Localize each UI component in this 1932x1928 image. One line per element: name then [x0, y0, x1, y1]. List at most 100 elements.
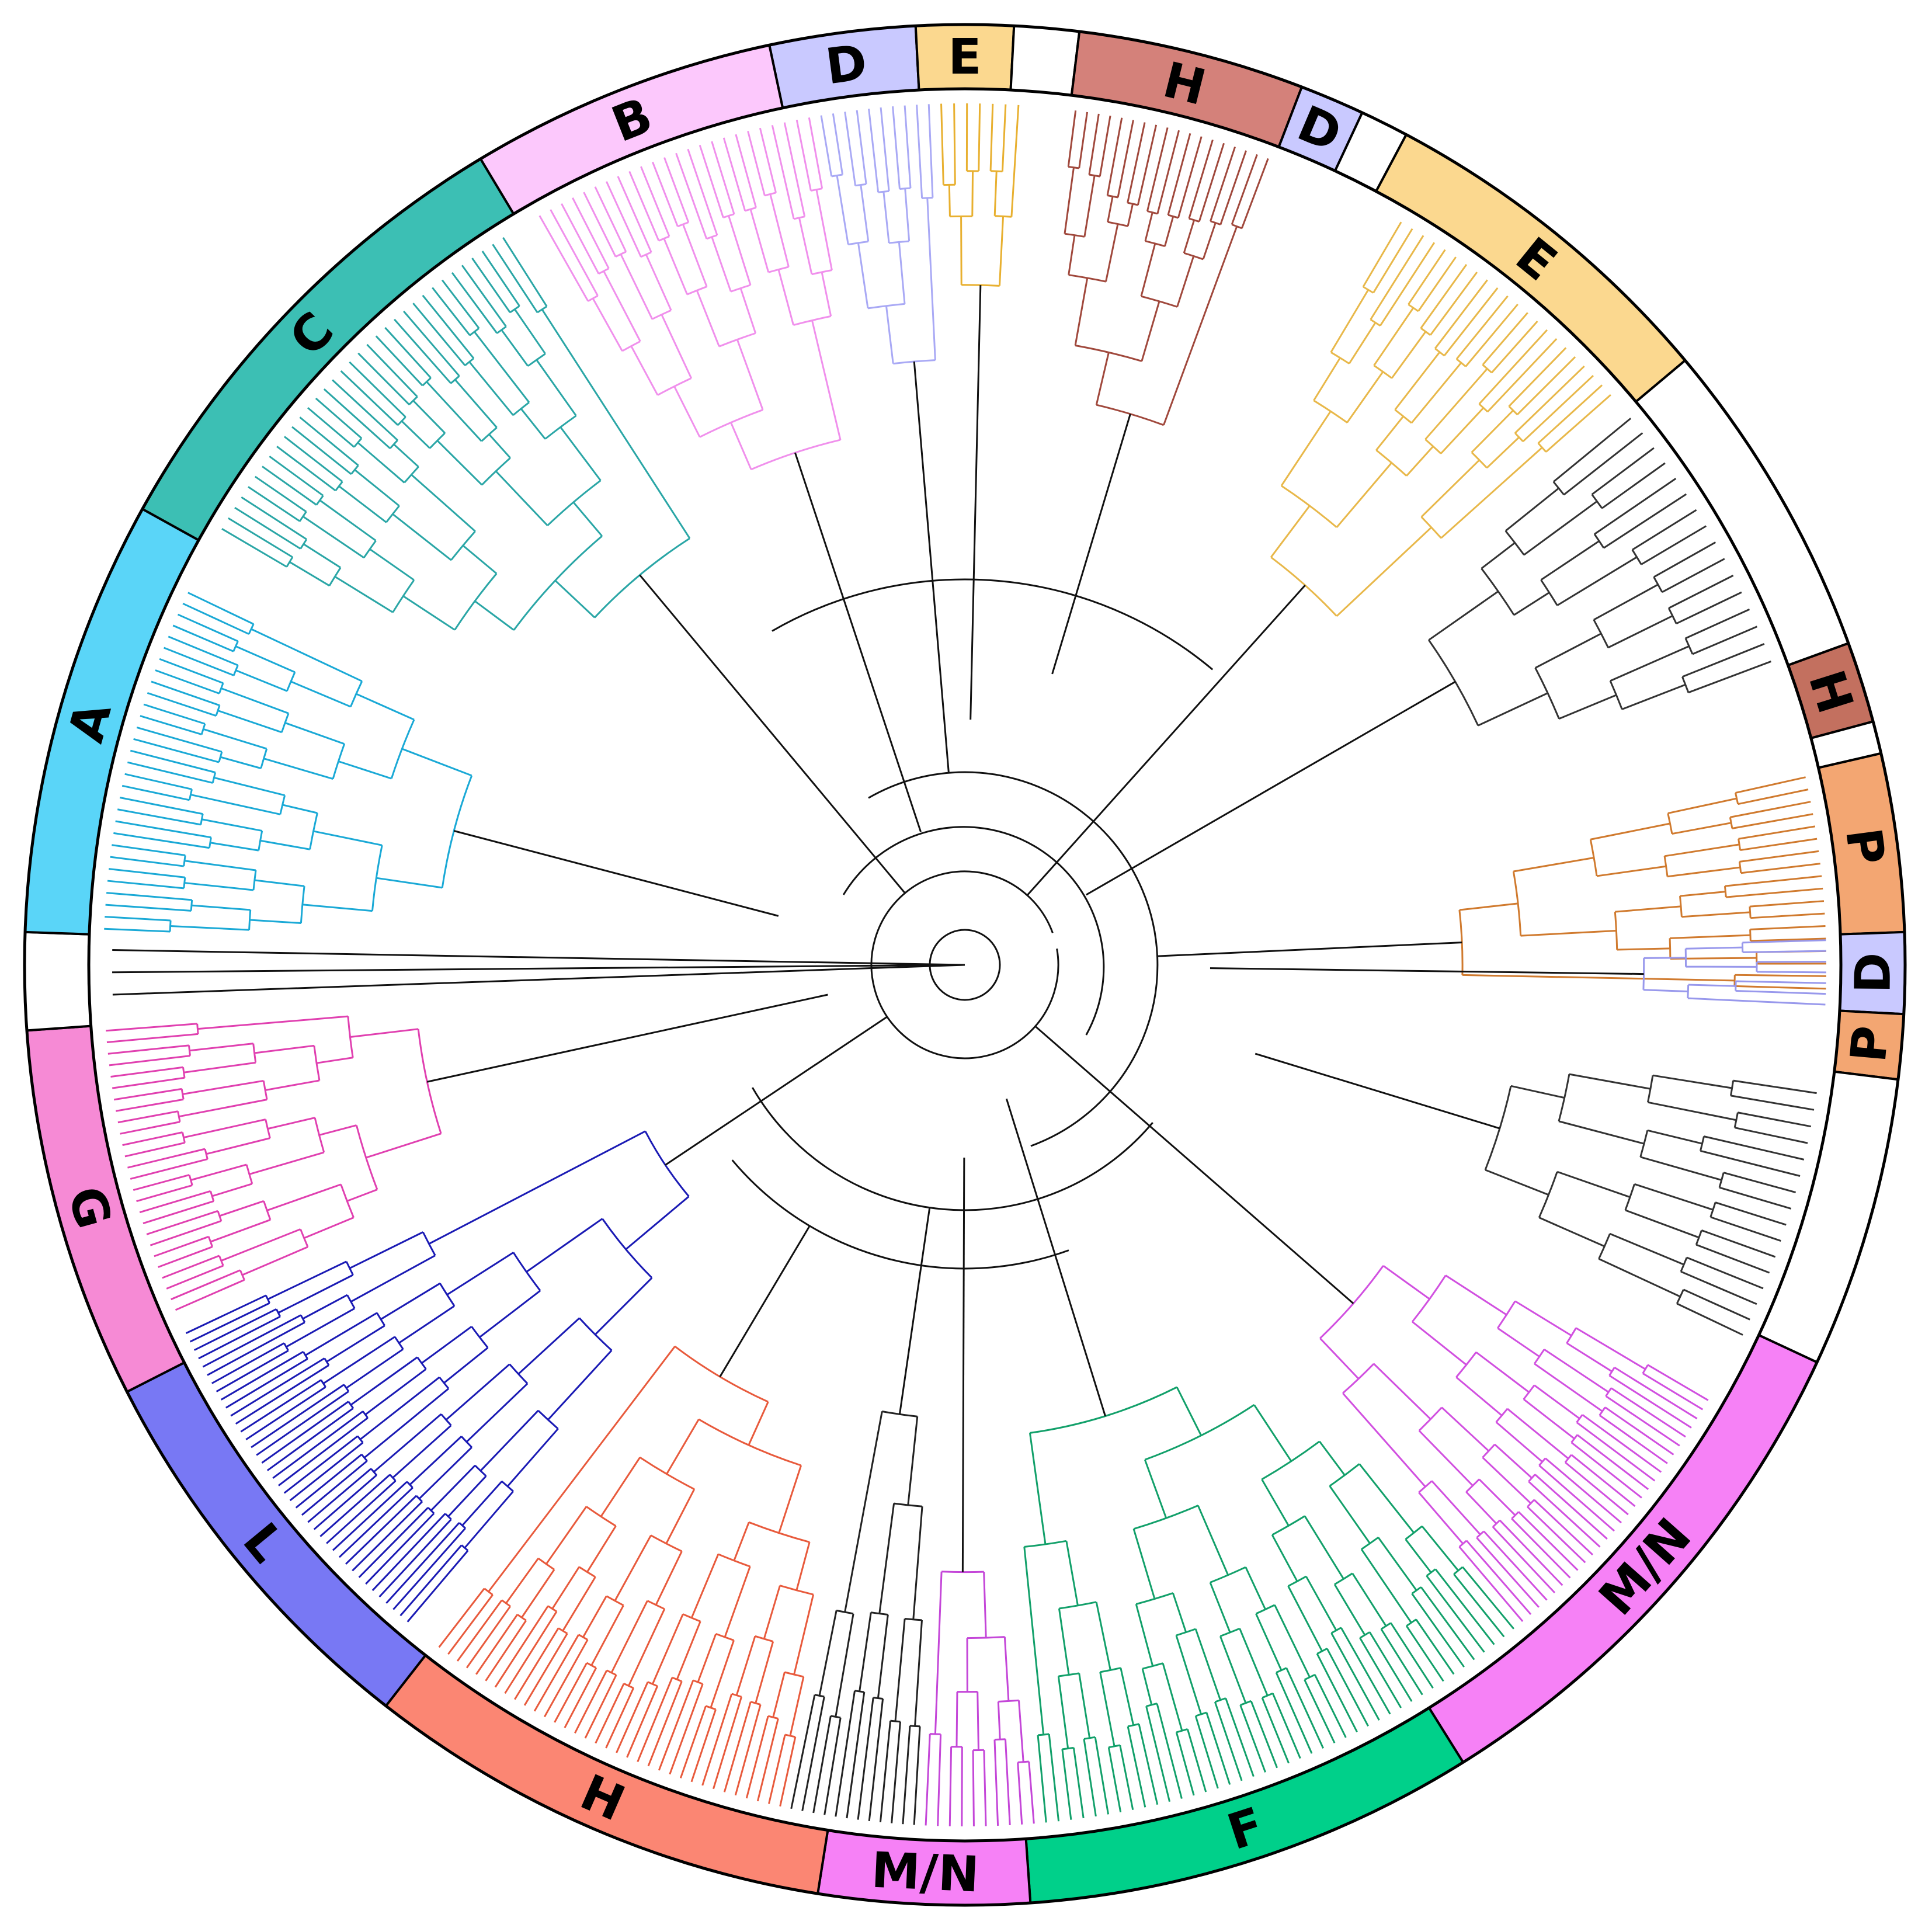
branch [1057, 1676, 1069, 1749]
branch [225, 1358, 308, 1409]
branch [302, 1294, 348, 1320]
clade-16 [106, 1015, 442, 1311]
branch-arc [1639, 1130, 1649, 1158]
branch [1750, 925, 1826, 930]
branch [972, 1750, 975, 1826]
branch [798, 217, 813, 275]
branch [1681, 911, 1750, 918]
branch-arc [586, 1662, 597, 1669]
branch [687, 148, 718, 236]
branch [1099, 1672, 1116, 1747]
branch [1486, 338, 1558, 413]
branch [190, 1163, 247, 1181]
clade-13 [790, 1411, 923, 1825]
branch [1523, 1398, 1575, 1440]
branch [1360, 1548, 1412, 1624]
branch [564, 1667, 597, 1728]
branch [595, 1683, 625, 1744]
branch [146, 1210, 218, 1235]
branch [835, 1690, 856, 1817]
ring-label: M/N [870, 1842, 981, 1903]
branch [1188, 139, 1214, 219]
branch [1507, 1408, 1569, 1460]
branch [251, 1384, 345, 1448]
branch [1106, 117, 1123, 196]
branch [1596, 865, 1666, 877]
branch [1445, 1274, 1507, 1316]
branch-arc [1141, 295, 1178, 308]
branch [116, 1098, 184, 1112]
branch-arc [1342, 1363, 1375, 1394]
branch [1528, 1481, 1601, 1548]
branch [1482, 1457, 1532, 1505]
branch [1625, 1209, 1700, 1239]
branch [551, 1566, 580, 1610]
branch [1516, 356, 1576, 415]
branch [835, 1613, 854, 1717]
branch [350, 1028, 419, 1038]
branch [1715, 1201, 1787, 1226]
branch [307, 407, 355, 448]
branch [983, 1572, 987, 1638]
branch [1569, 1073, 1651, 1090]
branch [1537, 384, 1603, 444]
branch [139, 1190, 211, 1214]
branch [728, 216, 752, 286]
branch [1676, 1302, 1743, 1336]
branch [1668, 574, 1734, 609]
branch [697, 1633, 717, 1683]
ring-segment [1009, 25, 1081, 97]
branch-arc [1735, 793, 1739, 805]
branch [1533, 1499, 1594, 1556]
branch [319, 1124, 357, 1136]
branch [1078, 112, 1089, 169]
branch [772, 1672, 786, 1718]
branch [110, 1066, 183, 1078]
branch [430, 1465, 476, 1512]
branch-arc [300, 539, 308, 550]
backbone-branch [1026, 585, 1306, 896]
branch [1534, 1474, 1608, 1540]
branch [1239, 1628, 1269, 1696]
branch [286, 1307, 355, 1348]
branch [1304, 1515, 1344, 1580]
branch [640, 166, 670, 237]
branch [117, 808, 201, 826]
branch [1245, 1566, 1266, 1610]
branch [808, 117, 823, 189]
branch [844, 1411, 883, 1613]
branch [120, 1121, 180, 1135]
branch [1010, 105, 1020, 217]
branch [1664, 843, 1740, 857]
branch [582, 1595, 607, 1638]
branch [338, 760, 392, 780]
branch-arc [602, 1218, 653, 1279]
branch [256, 1390, 349, 1456]
branch [1634, 1183, 1714, 1211]
branch [1701, 1229, 1776, 1258]
branch-arc [698, 1418, 802, 1467]
branch [481, 251, 520, 307]
branch [891, 1721, 901, 1823]
branch [543, 1639, 589, 1718]
branch [505, 1558, 539, 1604]
branch [722, 137, 746, 211]
branch [130, 749, 216, 773]
branch [711, 237, 732, 292]
branch [115, 820, 211, 839]
branch [724, 1566, 751, 1638]
branch [283, 436, 343, 482]
branch [815, 189, 833, 270]
branch-arc [1481, 568, 1515, 616]
branch [1219, 150, 1247, 225]
branch [436, 440, 483, 486]
branch-arc [991, 170, 1003, 173]
branch [1731, 1095, 1815, 1111]
branch [1742, 939, 1826, 944]
branch [1336, 462, 1392, 528]
branch [1418, 1430, 1474, 1486]
branch [217, 710, 282, 734]
branch [997, 1701, 1001, 1740]
branch [170, 925, 249, 931]
branch [1648, 1101, 1737, 1121]
